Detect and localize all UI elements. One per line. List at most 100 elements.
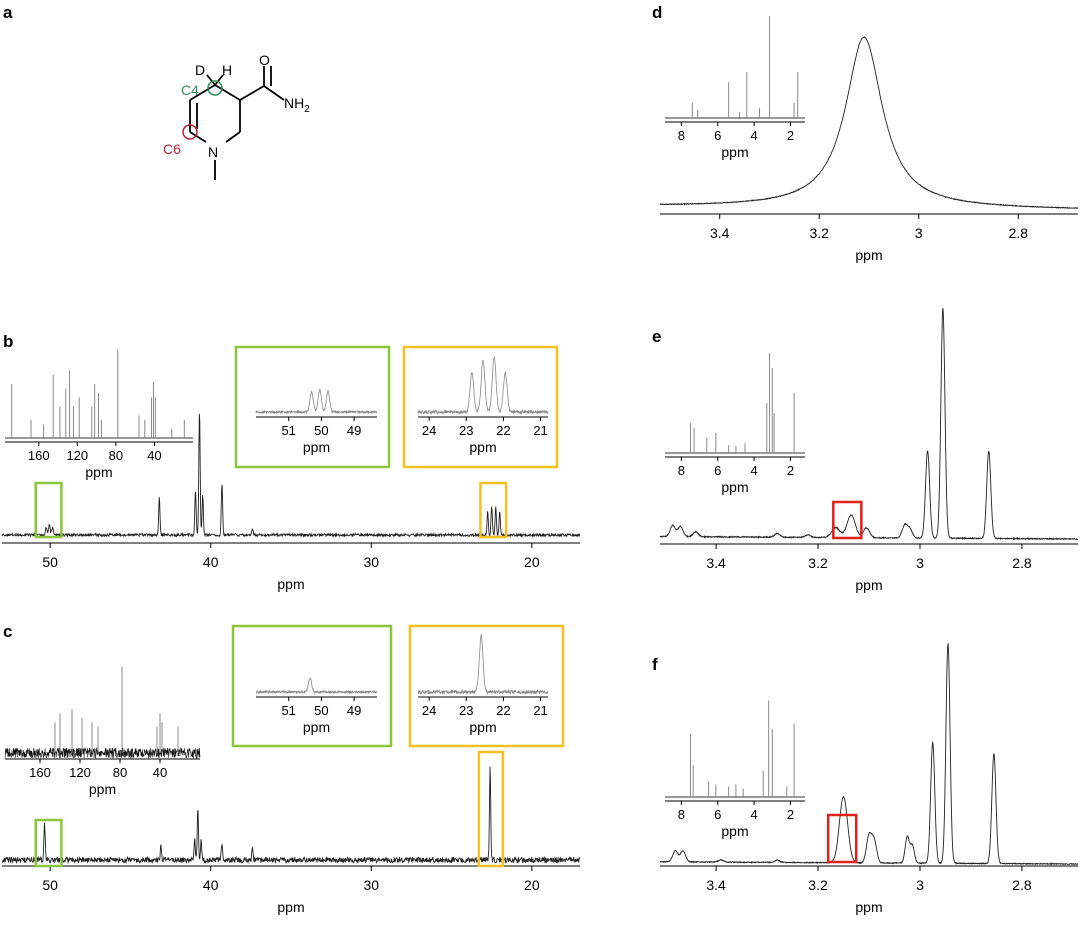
chart-d: 3.4 3.2 3 2.8 ppm 8 6 4 2 ppm: [659, 16, 1079, 263]
chart-b-highlight-box-0: [34, 481, 63, 539]
chart-c-tick-label-1: 40: [203, 877, 219, 893]
chart-b-inset-0: 160 120 80 40 ppm: [5, 349, 193, 480]
chart-f-tick-label-2: 3: [916, 877, 924, 893]
chart-f: 3.4 3.2 3 2.8 ppm 8 6 4 2 ppm: [659, 642, 1079, 915]
chart-d-spectrum: [659, 36, 1079, 210]
chart-c-inset-2-tick-label-0: 24: [422, 703, 436, 718]
chart-b-inset-1-axis-title: ppm: [303, 439, 330, 455]
chart-e-inset-0-axis-title: ppm: [721, 479, 748, 495]
chart-c-inset-1-spectrum: [255, 677, 378, 695]
chart-d-tick-label-3: 2.8: [1009, 225, 1029, 241]
chart-b-inset-0-tick-label-3: 40: [147, 448, 161, 463]
chart-b-inset-1: 51 50 49 ppm: [234, 345, 391, 469]
chart-c-inset-1: 51 50 49 ppm: [231, 624, 393, 748]
atom-n: N: [208, 144, 218, 160]
atom-nh: NH2: [284, 95, 310, 115]
chart-d-inset-0: 8 6 4 2 ppm: [665, 16, 805, 160]
chart-f-tick-label-1: 3.2: [808, 877, 828, 893]
chart-f-inset-0: 8 6 4 2 ppm: [665, 700, 805, 839]
chart-c-inset-1-tick-label-2: 49: [347, 703, 361, 718]
chart-c-inset-2-tick-label-2: 22: [496, 703, 510, 718]
chart-b-inset-2-tick-label-2: 22: [496, 423, 510, 438]
chart-e-spectrum: [659, 308, 1079, 541]
chart-b-inset-0-tick-label-1: 120: [66, 448, 88, 463]
chart-e-tick-label-0: 3.4: [706, 555, 726, 571]
molecule-bonds: [189, 66, 285, 180]
chart-b-inset-frame-2: [402, 345, 559, 469]
chart-c-tick-label-3: 20: [524, 877, 540, 893]
chart-f-inset-0-tick-label-0: 8: [678, 807, 685, 822]
chart-c-highlight-box-1: [477, 750, 505, 868]
chart-b-inset-0-tick-label-0: 160: [28, 448, 50, 463]
panel-label-f: f: [652, 655, 658, 674]
chart-d-tick-label-1: 3.2: [810, 225, 830, 241]
chart-c-inset-2-tick-label-3: 21: [533, 703, 547, 718]
chart-e-inset-0-tick-label-0: 8: [678, 463, 685, 478]
c4-marker-circle: [207, 80, 223, 96]
chart-c-tick-label-2: 30: [363, 877, 379, 893]
chart-e-inset-0: 8 6 4 2 ppm: [665, 353, 805, 495]
atom-d: D: [195, 62, 205, 78]
chart-b-inset-frame-1: [234, 345, 391, 469]
chart-c-inset-1-tick-label-0: 51: [281, 703, 295, 718]
chart-b-tick-label-2: 30: [363, 554, 379, 570]
chart-c-inset-2-axis-title: ppm: [469, 719, 496, 735]
chart-c-inset-2-tick-label-1: 23: [459, 703, 473, 718]
chart-e-tick-label-1: 3.2: [808, 555, 828, 571]
chart-f-inset-0-tick-label-1: 6: [714, 807, 721, 822]
molecule-structure: D H O NH2 N C4 C6: [163, 52, 310, 180]
chart-b-inset-2: 24 23 22 21 ppm: [402, 345, 559, 469]
chart-b-axis-title: ppm: [277, 576, 304, 592]
chart-c-axis-title: ppm: [277, 899, 304, 915]
chart-f-spectrum: [659, 642, 1079, 866]
chart-e-highlight-box-0: [832, 500, 863, 540]
chart-b-inset-1-tick-label-2: 49: [347, 423, 361, 438]
chart-f-axis-title: ppm: [855, 899, 882, 915]
label-c6: C6: [163, 141, 181, 157]
chart-b-inset-1-spectrum: [255, 389, 378, 415]
chart-c-inset-2-spectrum: [417, 634, 549, 696]
chart-d-inset-0-tick-label-2: 4: [750, 128, 757, 143]
chart-e-tick-label-2: 3: [916, 555, 924, 571]
chart-e-axis-title: ppm: [855, 577, 882, 593]
chart-c-inset-0: 160 120 80 40 ppm: [4, 666, 201, 797]
chart-c-spectrum: [1, 766, 581, 865]
chart-c-inset-1-axis-title: ppm: [303, 719, 330, 735]
panel-label-a: a: [3, 3, 13, 22]
chart-b-inset-1-tick-label-0: 51: [281, 423, 295, 438]
chart-c-highlight-box-0: [34, 818, 63, 868]
chart-b-inset-2-tick-label-0: 24: [422, 423, 436, 438]
chart-c-inset-0-tick-label-1: 120: [69, 765, 91, 780]
chart-b-inset-2-spectrum: [417, 356, 549, 416]
chart-b-tick-label-3: 20: [524, 554, 540, 570]
chart-f-tick-label-3: 2.8: [1012, 877, 1032, 893]
chart-f-inset-0-axis-title: ppm: [721, 823, 748, 839]
chart-c-inset-0-tick-label-0: 160: [29, 765, 51, 780]
atom-h: H: [222, 62, 232, 78]
chart-c-inset-frame-1: [231, 624, 393, 748]
chart-c-inset-2: 24 23 22 21 ppm: [408, 624, 565, 748]
panel-label-e: e: [652, 327, 661, 346]
chart-e: 3.4 3.2 3 2.8 ppm 8 6 4 2 ppm: [659, 308, 1079, 593]
chart-b-inset-0-axis-title: ppm: [85, 464, 112, 480]
chart-c-inset-0-noise: [4, 747, 201, 759]
chart-d-inset-0-tick-label-3: 2: [787, 128, 794, 143]
chart-d-axis-title: ppm: [855, 247, 882, 263]
chart-b-tick-label-1: 40: [203, 554, 219, 570]
chart-d-tick-label-0: 3.4: [710, 225, 730, 241]
c6-marker-circle: [182, 124, 198, 140]
chart-b-highlight-box-1: [479, 481, 508, 539]
chart-f-inset-0-tick-label-3: 2: [787, 807, 794, 822]
chart-e-tick-label-3: 2.8: [1012, 555, 1032, 571]
chart-b-inset-2-axis-title: ppm: [469, 439, 496, 455]
chart-c-inset-frame-2: [408, 624, 565, 748]
chart-c-inset-0-tick-label-3: 40: [153, 765, 167, 780]
panel-label-b: b: [3, 332, 13, 351]
panel-label-d: d: [652, 3, 662, 22]
chart-b-tick-label-0: 50: [42, 554, 58, 570]
atom-o: O: [259, 52, 270, 68]
atom-nh-text: NH: [284, 95, 304, 111]
chart-c-inset-0-axis-title: ppm: [89, 781, 116, 797]
